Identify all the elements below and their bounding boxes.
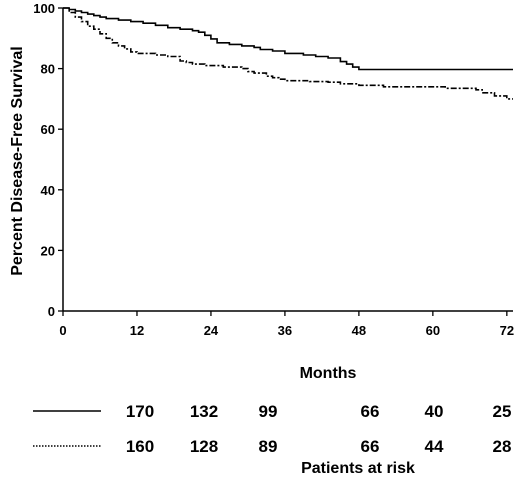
x-tick-label: 0 [59, 323, 66, 338]
x-tick-label: 72 [500, 323, 514, 338]
y-tick-label: 20 [41, 243, 55, 258]
risk-count: 40 [425, 402, 444, 421]
risk-count: 89 [259, 437, 278, 456]
risk-count: 66 [361, 402, 380, 421]
survival-curve-solid [63, 7, 513, 71]
risk-count: 66 [361, 437, 380, 456]
risk-count: 25 [493, 402, 512, 421]
x-tick-label: 24 [204, 323, 219, 338]
series-group [63, 7, 513, 100]
y-ticks: 0 20 40 60 80 100 [33, 1, 63, 319]
risk-count: 170 [126, 402, 154, 421]
x-tick-label: 60 [426, 323, 440, 338]
y-tick-label: 0 [48, 304, 55, 319]
y-tick-label: 60 [41, 122, 55, 137]
risk-table-caption: Patients at risk [301, 460, 415, 477]
risk-count: 99 [259, 402, 278, 421]
y-tick-label: 40 [41, 183, 55, 198]
survival-curve-dashed [63, 7, 513, 100]
y-axis-title: Percent Disease-Free Survival [9, 46, 26, 275]
risk-count: 160 [126, 437, 154, 456]
risk-count: 28 [493, 437, 512, 456]
y-tick-label: 80 [41, 62, 55, 77]
x-tick-label: 12 [130, 323, 144, 338]
x-tick-label: 36 [278, 323, 292, 338]
x-axis-title: Months [300, 365, 357, 382]
risk-count: 132 [190, 402, 218, 421]
axes [62, 8, 513, 312]
risk-table: 170 132 99 66 40 25 160 128 89 66 44 28 [33, 402, 511, 456]
x-ticks: 0 12 24 36 48 60 72 [59, 311, 514, 338]
risk-count: 128 [190, 437, 218, 456]
x-tick-label: 48 [352, 323, 366, 338]
risk-count: 44 [425, 437, 444, 456]
y-tick-label: 100 [33, 1, 55, 16]
